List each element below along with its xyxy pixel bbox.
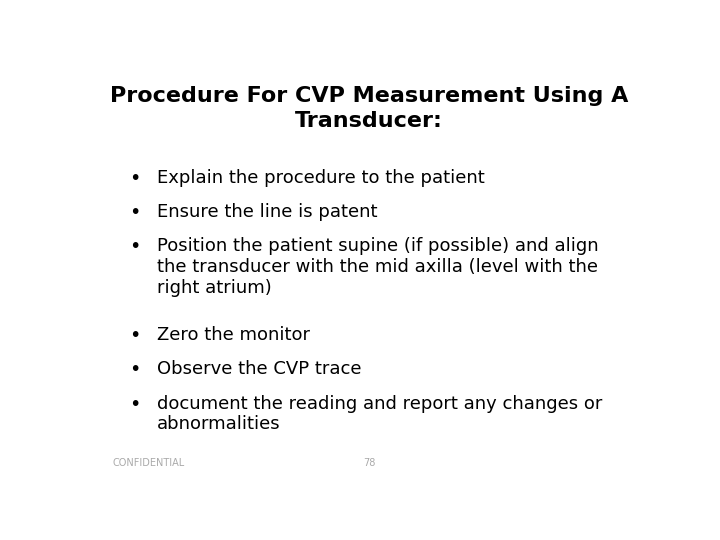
Text: CONFIDENTIAL: CONFIDENTIAL xyxy=(112,458,184,468)
Text: Procedure For CVP Measurement Using A
Transducer:: Procedure For CVP Measurement Using A Tr… xyxy=(110,85,628,131)
Text: •: • xyxy=(129,203,140,222)
Text: Explain the procedure to the patient: Explain the procedure to the patient xyxy=(157,168,485,187)
Text: document the reading and report any changes or
abnormalities: document the reading and report any chan… xyxy=(157,395,603,433)
Text: 78: 78 xyxy=(363,458,375,468)
Text: •: • xyxy=(129,168,140,188)
Text: Ensure the line is patent: Ensure the line is patent xyxy=(157,203,377,221)
Text: •: • xyxy=(129,360,140,380)
Text: •: • xyxy=(129,395,140,414)
Text: Observe the CVP trace: Observe the CVP trace xyxy=(157,360,361,379)
Text: •: • xyxy=(129,326,140,346)
Text: Zero the monitor: Zero the monitor xyxy=(157,326,310,345)
Text: •: • xyxy=(129,237,140,256)
Text: Position the patient supine (if possible) and align
the transducer with the mid : Position the patient supine (if possible… xyxy=(157,237,598,296)
